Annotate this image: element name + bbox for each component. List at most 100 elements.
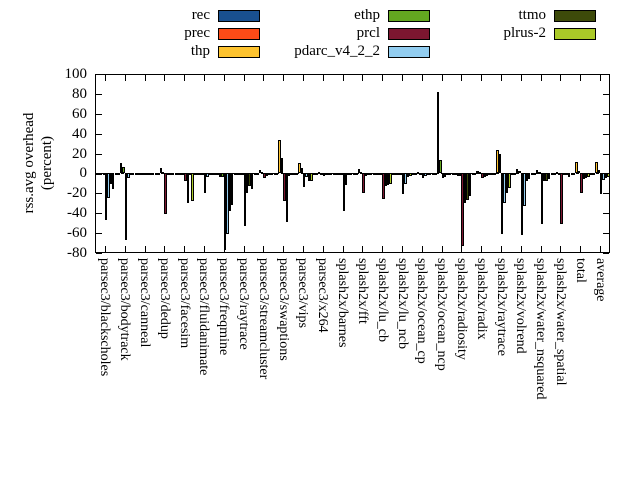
bar-ethp bbox=[577, 171, 581, 174]
legend-swatch-plrus-2 bbox=[554, 28, 596, 40]
x-tick bbox=[203, 75, 205, 81]
bar-prcl bbox=[362, 173, 365, 194]
bar-rec bbox=[194, 173, 197, 176]
bar-ttmo bbox=[188, 173, 192, 176]
x-tick-label: parsec3/x264 bbox=[315, 258, 331, 333]
bar-prec bbox=[256, 173, 259, 176]
y-axis-label-line1: rss.avg overhead bbox=[21, 112, 37, 214]
y-tick bbox=[96, 233, 102, 235]
bar-pdarc_v4_2_2 bbox=[206, 173, 209, 178]
legend-swatch-thp bbox=[218, 46, 260, 58]
bar-prcl bbox=[580, 173, 583, 194]
x-tick bbox=[263, 246, 265, 252]
x-tick bbox=[362, 75, 364, 81]
bar-prec bbox=[315, 173, 318, 176]
x-tick bbox=[223, 75, 225, 81]
bar-ethp bbox=[538, 172, 541, 175]
bar-prec bbox=[394, 173, 398, 176]
bar-thp bbox=[258, 170, 261, 174]
y-tick bbox=[96, 133, 102, 135]
bar-prcl bbox=[501, 173, 504, 235]
bar-prcl bbox=[164, 173, 167, 215]
bar-ttmo bbox=[228, 173, 231, 212]
bar-prec bbox=[513, 173, 517, 176]
bar-prec bbox=[592, 173, 596, 176]
bar-prec bbox=[216, 173, 219, 176]
x-tick bbox=[501, 246, 503, 252]
x-tick-label: splash2x/lu_ncb bbox=[394, 258, 410, 349]
x-tick-label: parsec3/facesim bbox=[176, 258, 192, 349]
bar-pdarc_v4_2_2 bbox=[364, 173, 368, 177]
bar-prec bbox=[196, 173, 200, 176]
bar-rec bbox=[412, 173, 415, 176]
bar-plrus-2 bbox=[547, 173, 551, 180]
y-tick bbox=[603, 74, 609, 75]
bar-ttmo bbox=[406, 173, 410, 178]
bar-thp bbox=[456, 173, 460, 177]
bar-ttmo bbox=[426, 173, 430, 176]
bar-rec bbox=[352, 173, 356, 176]
y-tick bbox=[603, 193, 609, 195]
bar-ttmo bbox=[129, 173, 132, 176]
y-tick bbox=[96, 153, 102, 155]
legend-swatch-prec bbox=[218, 28, 260, 40]
bar-ttmo bbox=[109, 173, 113, 185]
bar-plrus-2 bbox=[191, 173, 194, 202]
x-tick-label: parsec3/fluidanimate bbox=[196, 258, 212, 376]
x-tick bbox=[520, 75, 522, 81]
bar-prcl bbox=[203, 173, 207, 194]
bar-ethp bbox=[360, 172, 363, 175]
x-tick bbox=[302, 246, 304, 252]
x-tick-label: splash2x/volrend bbox=[513, 258, 529, 354]
bar-plrus-2 bbox=[112, 173, 115, 190]
bar-rec bbox=[392, 173, 395, 176]
x-tick-label: parsec3/raytrace bbox=[236, 258, 252, 350]
bar-plrus-2 bbox=[211, 173, 214, 176]
bar-prcl bbox=[322, 173, 326, 177]
legend-swatch-rec bbox=[218, 10, 260, 22]
x-tick bbox=[560, 75, 562, 81]
bar-ethp bbox=[498, 153, 502, 174]
x-tick bbox=[342, 75, 344, 81]
x-tick bbox=[302, 75, 304, 81]
bar-pdarc_v4_2_2 bbox=[463, 173, 467, 204]
bar-thp bbox=[535, 170, 539, 174]
bar-ethp bbox=[122, 167, 125, 174]
x-tick-label: average bbox=[592, 258, 608, 302]
x-tick bbox=[164, 75, 166, 81]
bar-thp bbox=[278, 139, 281, 174]
bar-ethp bbox=[439, 159, 442, 174]
bar-plrus-2 bbox=[587, 173, 590, 178]
x-tick bbox=[203, 246, 205, 252]
bar-rec bbox=[372, 173, 375, 176]
y-tick bbox=[603, 173, 609, 175]
legend-swatch-prcl bbox=[388, 28, 430, 40]
bar-rec bbox=[550, 173, 554, 176]
bar-pdarc_v4_2_2 bbox=[226, 173, 229, 235]
x-tick-label: splash2x/fft bbox=[354, 258, 370, 324]
bar-prcl bbox=[223, 173, 227, 250]
y-tick bbox=[96, 93, 102, 95]
y-tick-label: 60 bbox=[72, 105, 87, 122]
bar-thp bbox=[317, 172, 321, 175]
bar-thp bbox=[417, 172, 420, 175]
bar-ttmo bbox=[387, 173, 390, 186]
bar-rec bbox=[432, 173, 435, 176]
x-tick bbox=[322, 246, 324, 252]
bar-plrus-2 bbox=[329, 173, 333, 176]
y-tick-label: -80 bbox=[67, 245, 87, 261]
bar-ethp bbox=[419, 173, 422, 176]
x-tick-label: splash2x/raytrace bbox=[493, 258, 509, 356]
plot-area bbox=[95, 74, 610, 253]
bar-thp bbox=[238, 173, 242, 176]
x-tick bbox=[362, 246, 364, 252]
bar-ttmo bbox=[268, 173, 271, 176]
x-tick-label: splash2x/ocean_cp bbox=[414, 258, 430, 364]
bar-thp bbox=[516, 169, 519, 174]
bar-prcl bbox=[421, 173, 425, 179]
bar-ttmo bbox=[327, 173, 330, 176]
bar-rec bbox=[174, 173, 177, 176]
bar-ttmo bbox=[248, 173, 251, 187]
x-tick bbox=[322, 75, 324, 81]
bar-prcl bbox=[184, 173, 187, 182]
